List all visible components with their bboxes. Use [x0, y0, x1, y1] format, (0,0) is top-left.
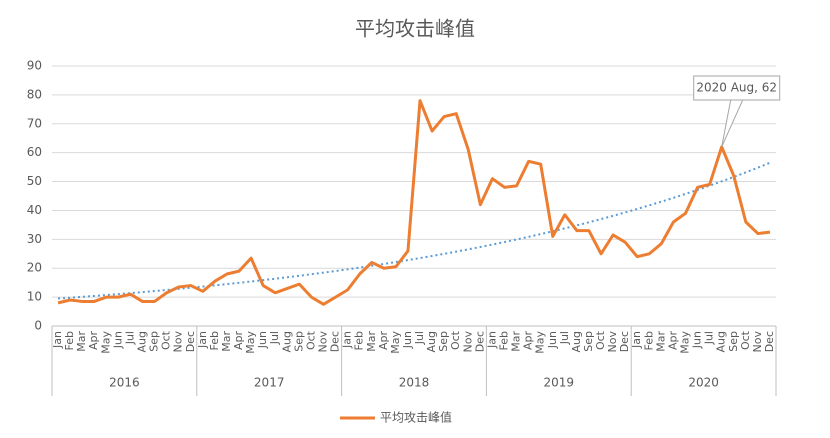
x-tick-label: Oct	[739, 330, 752, 350]
x-tick-label: Apr	[522, 331, 535, 351]
x-tick-label: Sep	[582, 331, 595, 352]
chart-title: 平均攻击峰值	[355, 17, 475, 41]
x-tick-label: Nov	[172, 331, 185, 353]
x-tick-label: May	[99, 331, 112, 354]
x-group-label: 2017	[254, 376, 285, 390]
y-tick-label: 90	[27, 59, 42, 73]
x-tick-label: Dec	[329, 331, 342, 352]
annotation-box	[693, 75, 781, 101]
x-tick-label: Jun	[691, 331, 704, 349]
line-series	[57, 99, 771, 306]
x-tick-label: Mar	[220, 331, 233, 352]
x-tick-label: May	[244, 331, 257, 354]
y-tick-label: 10	[27, 290, 42, 304]
x-tick-label: Apr	[377, 331, 390, 351]
x-tick-label: Nov	[751, 331, 764, 353]
x-tick-label: Oct	[304, 330, 317, 350]
x-tick-label: Jul	[123, 331, 136, 345]
x-tick-label: Apr	[666, 331, 679, 351]
x-tick-label: Jun	[111, 331, 124, 349]
x-tick-label: Nov	[461, 331, 474, 353]
x-tick-label: Feb	[208, 331, 221, 350]
x-tick-label: Mar	[75, 331, 88, 352]
x-group-label: 2018	[399, 376, 430, 390]
x-tick-label: Nov	[317, 331, 330, 353]
trendline	[57, 161, 771, 300]
x-tick-label: Jun	[256, 331, 269, 349]
x-tick-label: Mar	[510, 331, 523, 352]
y-tick-label: 20	[27, 261, 42, 275]
y-tick-label: 0	[34, 319, 42, 333]
x-tick-label: Aug	[715, 331, 728, 352]
x-tick-label: Dec	[184, 331, 197, 352]
x-tick-label: Jul	[558, 331, 571, 345]
x-tick-label: Oct	[160, 330, 173, 350]
x-tick-label: Jan	[196, 331, 209, 349]
x-tick-label: Sep	[148, 331, 161, 352]
x-tick-label: Feb	[63, 331, 76, 350]
y-tick-label: 70	[27, 116, 42, 130]
x-group-label: 2020	[688, 376, 719, 390]
x-tick-label: Jun	[401, 331, 414, 349]
x-tick-label: Dec	[763, 331, 776, 352]
x-tick-label: Jul	[413, 331, 426, 345]
x-tick-label: Feb	[353, 331, 366, 350]
x-tick-label: Oct	[449, 330, 462, 350]
x-tick-label: Aug	[136, 331, 149, 352]
x-tick-label: Nov	[606, 331, 619, 353]
x-tick-label: Apr	[232, 331, 245, 351]
x-tick-label: Feb	[642, 331, 655, 350]
x-tick-label: May	[389, 331, 402, 354]
x-tick-label: Jan	[51, 331, 64, 349]
x-tick-label: Sep	[437, 331, 450, 352]
x-tick-label: Dec	[473, 331, 486, 352]
x-tick-label: Mar	[654, 331, 667, 352]
x-tick-label: Apr	[87, 331, 100, 351]
x-tick-label: Dec	[618, 331, 631, 352]
x-tick-label: Aug	[570, 331, 583, 352]
x-tick-label: Sep	[727, 331, 740, 352]
annotation-text: 2020 Aug, 62	[696, 81, 777, 95]
x-tick-label: Jan	[341, 331, 354, 349]
x-tick-label: Jul	[268, 331, 281, 345]
y-tick-label: 80	[27, 87, 42, 101]
x-tick-label: May	[679, 331, 692, 354]
x-tick-label: Jan	[485, 331, 498, 349]
x-tick-label: Jan	[630, 331, 643, 349]
x-tick-label: Sep	[292, 331, 305, 352]
x-tick-label: Aug	[280, 331, 293, 352]
y-tick-label: 50	[27, 174, 42, 188]
x-tick-label: Aug	[425, 331, 438, 352]
x-tick-label: May	[534, 331, 547, 354]
x-tick-label: Jul	[703, 331, 716, 345]
y-tick-label: 30	[27, 232, 42, 246]
y-tick-label: 60	[27, 145, 42, 159]
legend-label: 平均攻击峰值	[380, 410, 452, 425]
x-tick-label: Oct	[594, 330, 607, 350]
x-tick-label: Mar	[365, 331, 378, 352]
x-tick-label: Jun	[546, 331, 559, 349]
y-tick-label: 40	[27, 203, 42, 217]
x-tick-label: Feb	[498, 331, 511, 350]
x-group-label: 2019	[544, 376, 575, 390]
annotation-pointer	[721, 99, 744, 148]
x-group-label: 2016	[109, 376, 140, 390]
